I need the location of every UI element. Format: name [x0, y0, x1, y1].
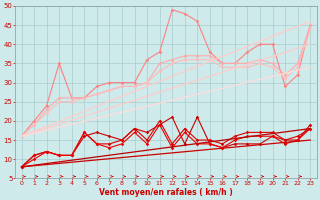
X-axis label: Vent moyen/en rafales ( km/h ): Vent moyen/en rafales ( km/h ): [99, 188, 233, 197]
